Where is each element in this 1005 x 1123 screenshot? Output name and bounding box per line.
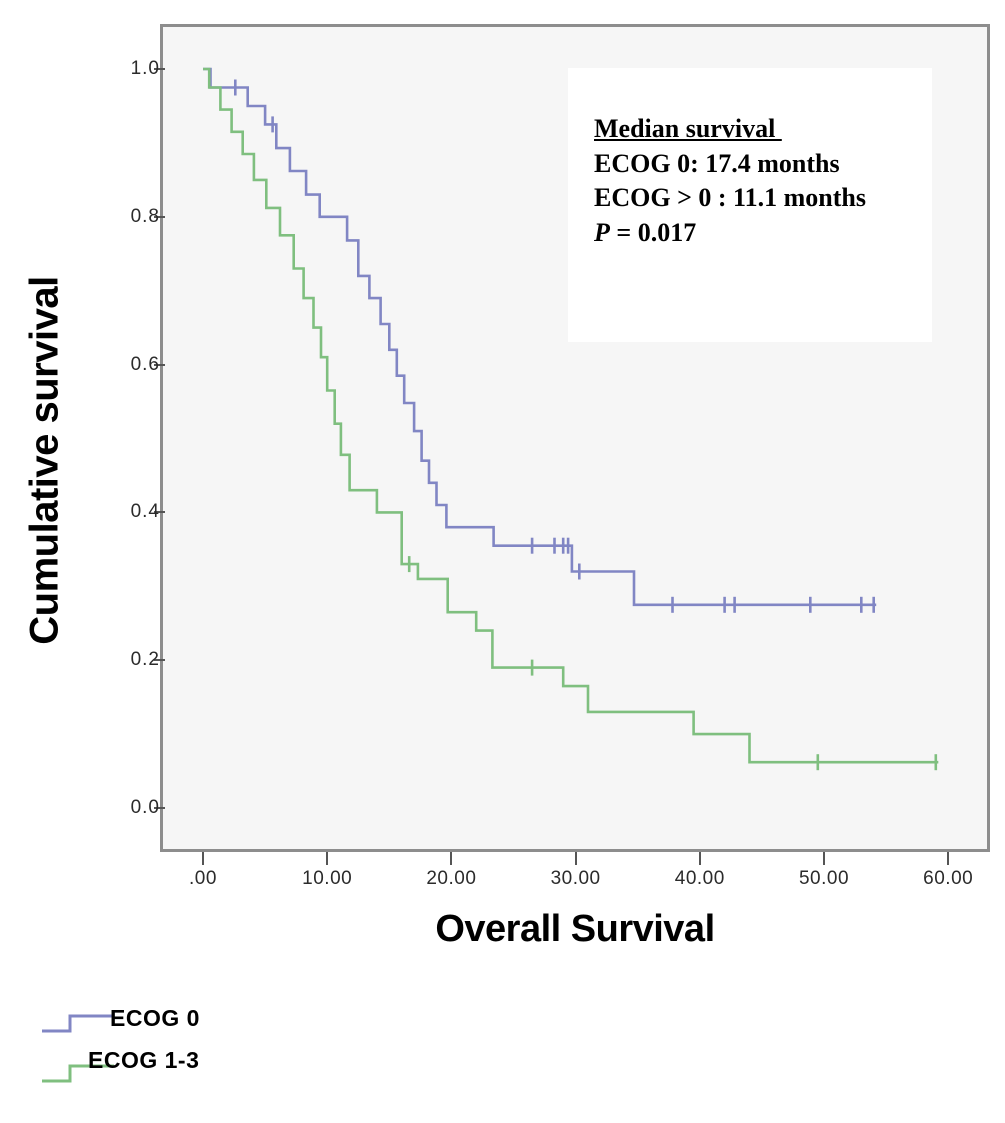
annotation-box: Median survival ECOG 0: 17.4 months ECOG… (568, 68, 932, 342)
y-tick-mark (154, 68, 165, 70)
y-tick-mark (154, 807, 165, 809)
x-tick-label: .00 (189, 868, 217, 889)
x-tick-label: 40.00 (674, 868, 725, 889)
y-tick-mark (154, 659, 165, 662)
y-axis-title: Cumulative survival (22, 276, 67, 645)
x-tick-mark (450, 852, 453, 865)
annotation-p-value: P = 0.017 (594, 216, 932, 251)
x-tick-label: 20.00 (426, 868, 477, 889)
y-tick-label: 0.6 (130, 353, 160, 375)
chart-legend: ECOG 0 ECOG 1-3 (0, 995, 500, 1123)
annotation-ecog-gt0-median: ECOG > 0 : 11.1 months (594, 183, 866, 213)
y-tick-mark (154, 511, 165, 514)
y-axis-ticks: 1.0 0.8 0.6 0.4 0.2 0.0 (88, 0, 165, 1123)
x-tick-label: 30.00 (550, 868, 601, 889)
y-tick-label: 0.2 (130, 649, 160, 671)
x-tick-mark (326, 852, 329, 865)
survival-curve (203, 67, 939, 764)
legend-swatch-ecog0 (42, 1014, 114, 1033)
x-tick-mark (947, 852, 950, 865)
legend-label-ecog0: ECOG 0 (110, 1005, 200, 1031)
y-tick-label: 0.8 (130, 205, 160, 227)
y-tick-label: 0.4 (130, 501, 160, 523)
survival-curve (203, 67, 877, 607)
x-tick-mark (202, 852, 204, 865)
y-tick-label: 1.0 (130, 58, 160, 79)
survival-curves (203, 67, 939, 771)
y-tick-mark (154, 363, 165, 366)
x-tick-label: 10.00 (302, 868, 353, 889)
x-tick-mark (698, 852, 701, 865)
annotation-ecog0-median: ECOG 0: 17.4 months (594, 148, 840, 178)
x-tick-label: 60.00 (923, 868, 974, 889)
y-tick-mark (154, 215, 165, 218)
x-tick-mark (574, 852, 577, 865)
x-axis-ticks: .00 10.00 20.00 30.00 40.00 50.00 60.00 (0, 852, 1005, 912)
p-symbol: P (594, 217, 610, 247)
x-tick-mark (823, 852, 825, 865)
annotation-title: Median survival (594, 114, 782, 143)
x-axis-title: Overall Survival (435, 908, 715, 950)
legend-swatch-ecog13 (42, 1064, 114, 1083)
y-tick-label: 0.0 (130, 797, 160, 818)
x-tick-label: 50.00 (798, 868, 850, 889)
p-value-text: = 0.017 (609, 217, 697, 247)
legend-label-ecog13: ECOG 1-3 (88, 1047, 200, 1073)
